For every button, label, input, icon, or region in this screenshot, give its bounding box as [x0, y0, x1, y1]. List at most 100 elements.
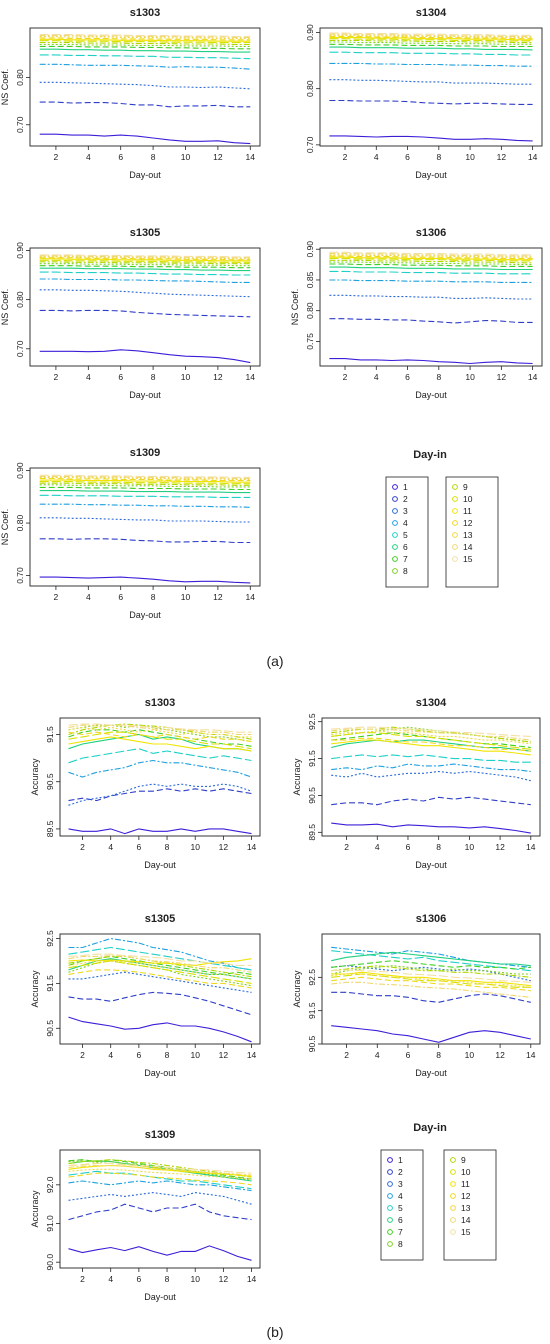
series-line-9: [329, 259, 533, 264]
y-tick-label: 91.5: [45, 975, 55, 992]
series-line-14: [68, 1164, 252, 1176]
x-tick-label: 10: [181, 152, 191, 162]
series-line-15: [39, 254, 251, 258]
series-line-5: [331, 950, 531, 972]
series-line-5: [68, 946, 252, 971]
series-line-7: [68, 729, 252, 747]
series-line-5: [329, 270, 533, 275]
series-line-8: [39, 43, 251, 47]
series-line-10: [329, 257, 533, 262]
series-line-11: [329, 256, 533, 261]
legend-box: [445, 476, 499, 588]
series-line-10: [39, 40, 251, 44]
legend-marker: [452, 556, 458, 562]
series-line-6: [329, 266, 533, 271]
plot-a-s1306: s1306 2 4 6 8 10 12 14 0.75 0.80 0.85 0.90 Day-out NS…: [290, 227, 543, 400]
legend-marker: [450, 1217, 456, 1223]
y-tick-label: 91.0: [45, 1215, 55, 1232]
series-line-8: [329, 261, 533, 266]
y-axis-label: NS Coef.: [290, 289, 300, 326]
y-tick-label: 0.80: [15, 291, 25, 308]
x-tick-label: 8: [165, 1274, 170, 1284]
series-line-1: [68, 1245, 252, 1261]
legend-item-label: 11: [463, 506, 472, 516]
x-tick-label: 14: [247, 842, 257, 852]
legend-marker: [450, 1205, 456, 1211]
series-line-1: [39, 133, 251, 145]
x-tick-label: 4: [86, 152, 91, 162]
x-tick-label: 12: [495, 1050, 505, 1060]
y-tick-label: 92.5: [307, 713, 317, 730]
series-line-12: [68, 1172, 252, 1186]
x-tick-label: 6: [405, 372, 410, 382]
legend-item-label: 3: [403, 506, 408, 516]
plot-b-s1309: s1309 2 4 6 8 10 12 14 90.0 91.0 92.0 Day-out Accura…: [30, 1129, 261, 1302]
x-axis-label: Day-out: [144, 860, 176, 870]
series-line-10: [331, 973, 531, 988]
x-tick-label: 10: [181, 372, 191, 382]
series-line-6: [331, 739, 531, 752]
series-line-12: [39, 477, 251, 482]
x-tick-label: 12: [213, 372, 223, 382]
plot-a-s1305: s1305 2 4 6 8 10 12 14 0.70 0.80 0.90 Day-out NS Coe…: [0, 227, 261, 400]
x-tick-label: 12: [219, 1274, 229, 1284]
series-line-5: [39, 494, 251, 498]
y-tick-label: 90.5: [45, 773, 55, 790]
y-tick-label: 0.80: [305, 80, 315, 97]
y-tick-label: 0.75: [305, 333, 315, 350]
x-tick-label: 2: [80, 842, 85, 852]
plot-title: s1304: [416, 697, 447, 709]
series-line-13: [68, 1168, 252, 1180]
series-line-15: [329, 32, 533, 36]
series-line-14: [68, 955, 252, 973]
series-line-5: [68, 748, 252, 764]
y-axis-label: NS Coef.: [0, 289, 10, 326]
series-line-15: [68, 723, 252, 733]
legend-item-label: 2: [398, 1167, 403, 1177]
y-axis-label: Accuracy: [30, 1190, 40, 1228]
x-axis-label: Day-out: [144, 1292, 176, 1302]
series-line-6: [331, 951, 531, 967]
y-tick-label: 0.90: [305, 24, 315, 41]
plot-title: s1303: [145, 697, 176, 709]
x-tick-label: 8: [436, 1050, 441, 1060]
series-line-9: [329, 39, 533, 44]
series-line-2: [329, 318, 533, 324]
y-tick-label: 92.0: [45, 1176, 55, 1193]
x-axis-label: Day-out: [129, 390, 161, 400]
series-line-10: [331, 732, 531, 750]
x-tick-label: 2: [343, 372, 348, 382]
series-line-2: [39, 309, 251, 318]
y-tick-label: 92.5: [307, 969, 317, 986]
series-line-7: [329, 263, 533, 267]
series-line-8: [39, 263, 251, 267]
legend-marker: [452, 520, 458, 526]
plot-title: s1306: [416, 227, 447, 239]
x-tick-label: 10: [465, 842, 475, 852]
legend-item-label: 4: [403, 518, 408, 528]
x-tick-label: 4: [108, 842, 113, 852]
plot-frame: [321, 933, 541, 1045]
x-tick-label: 8: [436, 152, 441, 162]
series-line-3: [329, 294, 533, 300]
legend-item-label: 5: [403, 530, 408, 540]
series-line-13: [329, 254, 533, 258]
series-line-8: [331, 965, 531, 975]
series-line-12: [331, 976, 531, 992]
series-line-4: [39, 63, 251, 70]
legend-item-label: 14: [463, 542, 473, 552]
series-line-4: [68, 1180, 252, 1192]
x-tick-label: 4: [375, 1050, 380, 1060]
legend-item-label: 3: [398, 1179, 403, 1189]
x-tick-label: 14: [246, 592, 256, 602]
legend-item-label: 8: [403, 566, 408, 576]
x-tick-label: 4: [108, 1050, 113, 1060]
plot-frame: [321, 717, 541, 837]
series-line-11: [331, 739, 531, 756]
series-line-15: [329, 251, 533, 256]
x-axis-label: Day-out: [415, 390, 447, 400]
x-tick-label: 10: [190, 842, 200, 852]
series-line-11: [39, 258, 251, 262]
